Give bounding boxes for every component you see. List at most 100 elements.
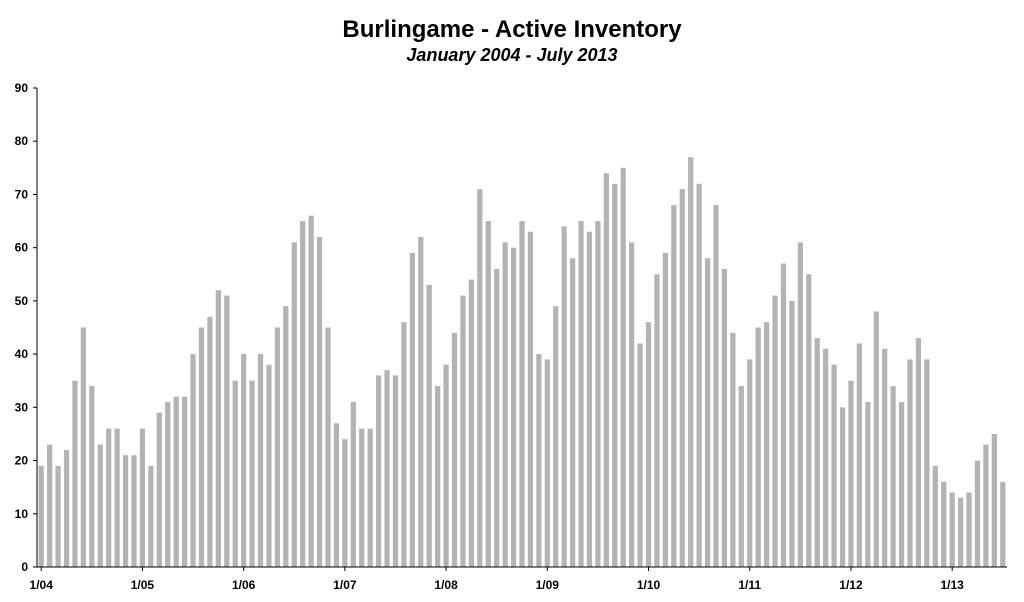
bar-series [39,157,1006,567]
y-tick-label: 80 [15,134,29,148]
bar-10-04 [115,429,120,567]
bar-4-07 [368,429,373,567]
bar-4-08 [469,280,474,567]
bar-6-04 [81,328,86,568]
bar-5-13 [983,445,988,567]
bar-12-09 [637,343,642,567]
bar-1-13 [950,492,955,567]
bar-4-11 [772,296,777,567]
bar-5-04 [72,381,77,567]
bar-7-07 [393,375,398,567]
bar-8-07 [401,322,406,567]
bar-1-10 [646,322,651,567]
bar-12-11 [840,407,845,567]
bar-3-12 [865,402,870,567]
bar-5-10 [680,189,685,567]
bar-4-13 [975,461,980,567]
bar-8-11 [806,274,811,567]
bar-9-07 [410,253,415,567]
bar-6-09 [587,232,592,567]
bar-5-09 [578,221,583,567]
bar-12-04 [131,455,136,567]
bar-8-09 [604,173,609,567]
bar-10-08 [519,221,524,567]
bar-5-07 [376,375,381,567]
bar-6-08 [486,221,491,567]
bar-3-13 [966,492,971,567]
bar-7-06 [292,242,297,567]
bar-12-08 [536,354,541,567]
bar-5-12 [882,349,887,567]
bar-9-10 [713,205,718,567]
bar-2-04 [47,445,52,567]
bar-1-06 [241,354,246,567]
x-axis-ticks: 1/04 1/05 1/06 1/07 1/08 1/09 1/10 1/11 1/12 1/13 [30,567,965,592]
x-tick-label: 1/08 [434,578,458,592]
bar-2-10 [654,274,659,567]
bar-9-04 [106,429,111,567]
bar-1-07 [342,439,347,567]
bar-6-10 [688,157,693,567]
bar-7-09 [595,221,600,567]
y-tick-label: 10 [15,507,29,521]
bar-2-09 [553,306,558,567]
x-tick-label: 1/13 [940,578,964,592]
x-tick-label: 1/07 [333,578,357,592]
x-tick-label: 1/06 [232,578,256,592]
bar-6-11 [789,301,794,567]
bar-2-07 [351,402,356,567]
bar-11-12 [933,466,938,567]
bar-10-05 [216,290,221,567]
bar-3-04 [55,466,60,567]
bar-2-11 [756,328,761,568]
bar-11-07 [427,285,432,567]
y-tick-label: 50 [15,294,29,308]
bar-11-05 [224,296,229,567]
bar-3-05 [157,413,162,567]
bar-6-07 [384,370,389,567]
bar-9-09 [612,184,617,567]
y-tick-label: 30 [15,400,29,414]
bar-4-10 [671,205,676,567]
bar-8-04 [98,445,103,567]
y-tick-label: 20 [15,454,29,468]
bar-7-11 [798,242,803,567]
bar-9-06 [309,216,314,567]
bar-9-05 [207,317,212,567]
x-tick-label: 1/11 [738,578,761,592]
bar-3-06 [258,354,263,567]
bar-2-05 [148,466,153,567]
bar-1-04 [39,466,44,567]
bar-1-11 [747,359,752,567]
bar-11-09 [629,242,634,567]
bar-7-08 [494,269,499,567]
bar-12-10 [739,386,744,567]
bar-6-05 [182,397,187,567]
bar-11-06 [325,328,330,568]
bar-8-05 [199,328,204,568]
bar-12-06 [334,423,339,567]
bar-10-10 [722,269,727,567]
y-tick-label: 90 [15,81,29,95]
bar-4-09 [570,258,575,567]
x-tick-label: 1/05 [131,578,155,592]
bar-11-10 [730,333,735,567]
bar-4-06 [266,365,271,567]
bar-2-06 [249,381,254,567]
bar-12-12 [941,482,946,567]
bar-10-06 [317,237,322,567]
bar-2-12 [857,343,862,567]
bar-8-08 [503,242,508,567]
bar-6-06 [283,306,288,567]
bar-5-08 [477,189,482,567]
bar-5-06 [275,328,280,568]
bar-8-12 [907,359,912,567]
bar-1-05 [140,429,145,567]
bar-2-08 [452,333,457,567]
bar-4-12 [874,312,879,567]
bar-4-04 [64,450,69,567]
bar-9-08 [511,248,516,567]
y-axis-ticks: 0 10 20 30 40 50 60 70 80 90 [15,81,37,574]
